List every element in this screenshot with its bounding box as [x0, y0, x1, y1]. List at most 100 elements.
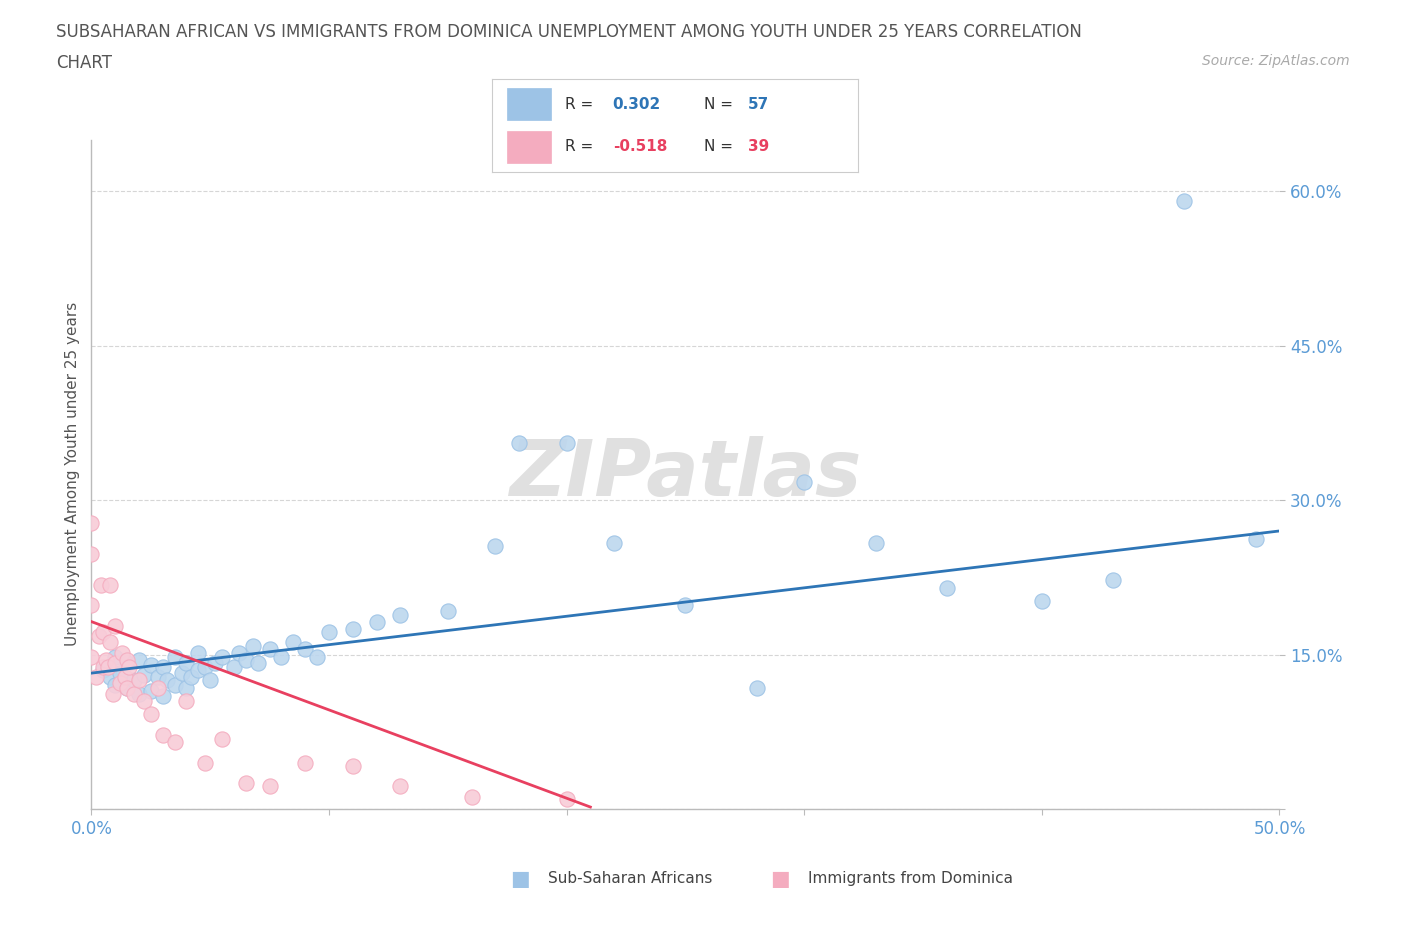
Text: 39: 39	[748, 139, 769, 153]
Text: 57: 57	[748, 97, 769, 112]
Point	[194, 755, 217, 770]
Point	[152, 659, 174, 674]
Point	[115, 656, 138, 671]
Text: R =: R =	[565, 97, 599, 112]
Point	[436, 604, 458, 618]
Point	[118, 659, 141, 674]
Point	[270, 649, 292, 664]
Point	[389, 779, 412, 794]
Point	[80, 546, 103, 561]
Point	[132, 694, 155, 709]
Point	[139, 658, 162, 672]
Point	[146, 680, 169, 695]
Bar	[506, 131, 551, 163]
Point	[366, 614, 388, 629]
Point	[104, 649, 127, 664]
Text: N =: N =	[704, 139, 738, 153]
Point	[163, 678, 186, 693]
Point	[139, 707, 162, 722]
Point	[156, 673, 179, 688]
Point	[94, 652, 117, 667]
Point	[194, 659, 217, 674]
Point	[122, 673, 145, 688]
Point	[228, 645, 250, 660]
Point	[745, 680, 768, 695]
Point	[91, 624, 114, 639]
Point	[101, 686, 124, 701]
Point	[603, 536, 626, 551]
Point	[1173, 193, 1195, 208]
Point	[242, 639, 264, 654]
Point	[307, 649, 329, 664]
Point	[100, 670, 122, 684]
Point	[90, 578, 112, 592]
Text: 0.302: 0.302	[613, 97, 661, 112]
Point	[176, 694, 198, 709]
Point	[176, 656, 198, 671]
Point	[128, 686, 150, 701]
Point	[84, 670, 107, 684]
Point	[935, 580, 957, 595]
Point	[187, 645, 209, 660]
Point	[100, 578, 122, 592]
Point	[80, 649, 103, 664]
Point	[104, 618, 127, 633]
Text: -0.518: -0.518	[613, 139, 666, 153]
Point	[204, 656, 226, 671]
Point	[91, 662, 114, 677]
Point	[146, 670, 169, 684]
Point	[108, 676, 131, 691]
Point	[170, 666, 193, 681]
Point	[111, 645, 134, 660]
Point	[555, 791, 578, 806]
Point	[115, 680, 138, 695]
Point	[259, 779, 281, 794]
Point	[294, 642, 316, 657]
Point	[128, 673, 150, 688]
Point	[211, 649, 233, 664]
Point	[342, 758, 364, 773]
Point	[114, 670, 136, 684]
Point	[235, 652, 257, 667]
Text: R =: R =	[565, 139, 599, 153]
Point	[283, 635, 305, 650]
Point	[100, 635, 122, 650]
Text: Immigrants from Dominica: Immigrants from Dominica	[808, 871, 1014, 886]
Point	[128, 652, 150, 667]
Point	[97, 659, 120, 674]
Point	[793, 474, 815, 489]
Point	[152, 727, 174, 742]
Point	[246, 656, 269, 671]
Point	[1031, 593, 1053, 608]
Point	[389, 608, 412, 623]
Point	[211, 732, 233, 747]
Point	[104, 656, 127, 671]
Text: ■: ■	[510, 869, 530, 889]
Point	[91, 659, 114, 674]
Text: Sub-Saharan Africans: Sub-Saharan Africans	[548, 871, 713, 886]
Point	[132, 668, 155, 683]
Point	[163, 649, 186, 664]
Point	[104, 678, 127, 693]
Point	[342, 621, 364, 636]
Point	[115, 652, 138, 667]
Point	[176, 680, 198, 695]
Point	[460, 790, 482, 804]
Point	[187, 662, 209, 677]
Point	[80, 515, 103, 530]
Point	[87, 629, 110, 644]
Point	[673, 598, 696, 613]
Point	[508, 436, 530, 451]
Point	[555, 436, 578, 451]
Point	[318, 624, 340, 639]
Text: CHART: CHART	[56, 54, 112, 72]
Point	[180, 670, 202, 684]
Point	[80, 598, 103, 613]
Point	[222, 659, 245, 674]
Point	[484, 539, 506, 554]
Point	[200, 673, 222, 688]
Point	[235, 776, 257, 790]
Text: N =: N =	[704, 97, 738, 112]
Point	[1102, 573, 1125, 588]
Point	[259, 642, 281, 657]
